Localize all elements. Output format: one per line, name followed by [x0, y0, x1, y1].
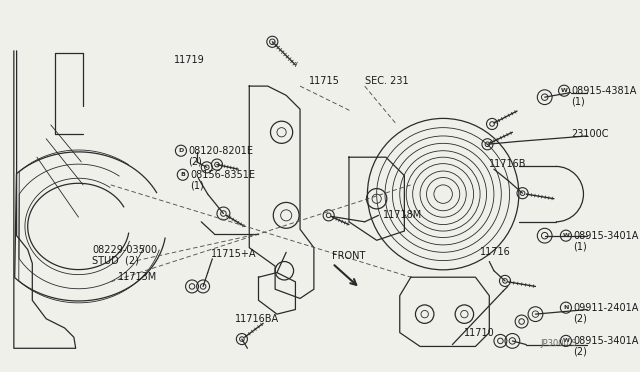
Text: N: N: [563, 305, 568, 310]
Text: 08915-3401A: 08915-3401A: [573, 336, 639, 346]
Text: 08229-03500: 08229-03500: [92, 244, 157, 254]
Text: 11716BA: 11716BA: [236, 314, 280, 324]
Text: 11719: 11719: [174, 55, 205, 65]
Text: 11713M: 11713M: [118, 272, 157, 282]
Text: W: W: [563, 233, 570, 238]
Text: STUD  (2): STUD (2): [92, 256, 139, 266]
Text: (1): (1): [572, 97, 585, 107]
Text: (2): (2): [573, 347, 587, 357]
Text: 11715: 11715: [309, 76, 340, 86]
Text: W: W: [561, 88, 568, 93]
Text: JP3000 S: JP3000 S: [540, 339, 577, 348]
Text: (2): (2): [573, 314, 587, 324]
Text: 23100C: 23100C: [572, 129, 609, 139]
Text: 11716B: 11716B: [490, 158, 527, 169]
Text: (2): (2): [188, 157, 202, 167]
Text: 08915-3401A: 08915-3401A: [573, 231, 639, 241]
Text: D: D: [179, 148, 184, 153]
Text: (1): (1): [190, 181, 204, 191]
Text: 09911-2401A: 09911-2401A: [573, 303, 639, 313]
Text: 11718M: 11718M: [383, 210, 422, 220]
Text: (1): (1): [573, 242, 587, 252]
Text: 08915-4381A: 08915-4381A: [572, 86, 637, 96]
Text: SEC. 231: SEC. 231: [365, 76, 408, 86]
Text: 11710: 11710: [465, 328, 495, 338]
Text: FRONT: FRONT: [332, 251, 365, 261]
Text: B: B: [180, 172, 185, 177]
Text: 11715+A: 11715+A: [211, 249, 257, 259]
Text: W: W: [563, 339, 570, 343]
Text: 08156-8351E: 08156-8351E: [190, 170, 255, 180]
Text: 11716: 11716: [480, 247, 511, 257]
Text: 08120-8201E: 08120-8201E: [188, 146, 253, 156]
